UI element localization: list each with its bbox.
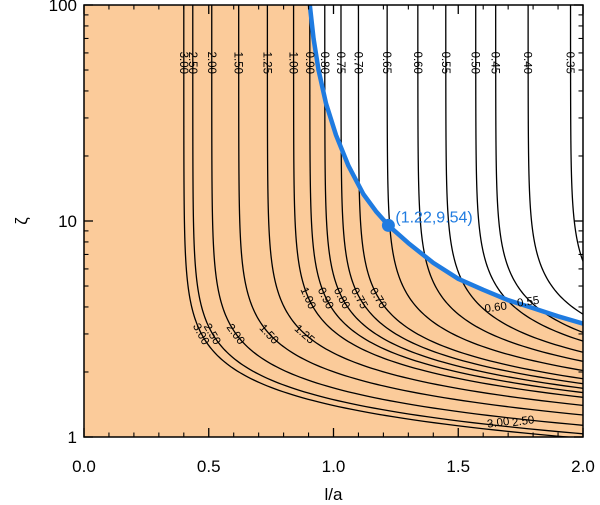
contour-label-0.80: 0.80 — [318, 52, 330, 74]
contour-label-3.00: 3.00 — [486, 416, 510, 431]
contour-line-0.70 — [357, 5, 583, 380]
contour-label-3.00: 3.00 — [177, 52, 189, 74]
contour-label-2.00: 2.00 — [205, 52, 217, 74]
contour-label-2.50: 2.50 — [511, 414, 535, 429]
contour-label-0.65: 0.65 — [380, 52, 392, 74]
contour-line-0.40 — [527, 5, 583, 315]
x-axis-title: l/a — [325, 485, 344, 504]
contour-line-3.00 — [183, 5, 575, 437]
contour-line-0.55 — [445, 5, 583, 353]
contour-line-1.25 — [266, 5, 583, 407]
axis-ticks: 0.0 0.5 1.0 1.5 2.0 1 10 100 — [49, 0, 595, 476]
contour-line-0.60 — [417, 5, 583, 362]
contour-label-0.55: 0.55 — [439, 52, 451, 74]
contour-line-1.00 — [292, 5, 583, 398]
x-tick-label: 1.5 — [446, 457, 470, 476]
contour-line-0.50 — [475, 5, 583, 342]
contour-line-2.00 — [211, 5, 583, 426]
highlight-point-label: (1.22,9.54) — [395, 209, 472, 226]
contour-label-0.70: 0.70 — [351, 52, 363, 74]
y-tick-label: 10 — [58, 212, 77, 231]
y-tick-label: 100 — [49, 0, 77, 15]
contour-label-0.60: 0.60 — [484, 300, 508, 315]
contour-line-0.80 — [324, 5, 583, 389]
contour-label-0.50: 0.50 — [469, 52, 481, 74]
y-tick-label: 1 — [68, 428, 77, 447]
contour-label-0.55: 0.55 — [516, 295, 540, 310]
contour-line-1.50 — [238, 5, 583, 416]
x-tick-label: 2.0 — [571, 457, 595, 476]
contour-lines — [183, 5, 583, 437]
contour-label-1.50: 1.50 — [232, 52, 244, 74]
contour-line-0.90 — [309, 5, 583, 394]
shaded-area — [84, 5, 583, 437]
contour-line-0.35 — [569, 5, 583, 264]
contour-label-2.50: 2.50 — [186, 52, 198, 74]
highlight-point-group: (1.22,9.54) — [381, 209, 473, 232]
contour-label-0.35: 0.35 — [564, 52, 576, 74]
x-tick-label: 1.0 — [322, 457, 346, 476]
y-axis-title: ζ — [12, 217, 31, 225]
contour-line-0.45 — [495, 5, 583, 334]
contour-label-1.00: 1.00 — [287, 52, 299, 74]
contour-label-0.90: 0.90 — [303, 52, 315, 74]
contour-label-1.25: 1.25 — [260, 52, 272, 74]
highlight-point — [381, 218, 395, 232]
contour-label-0.40: 0.40 — [521, 52, 533, 74]
contour-line-0.75 — [340, 5, 583, 385]
x-tick-label: 0.5 — [197, 457, 221, 476]
shaded-region — [84, 5, 583, 437]
x-tick-label: 0.0 — [72, 457, 96, 476]
contour-label-0.60: 0.60 — [411, 52, 423, 74]
contour-label-0.75: 0.75 — [334, 52, 346, 74]
contour-label-0.45: 0.45 — [489, 52, 501, 74]
contour-line-2.50 — [192, 5, 583, 435]
